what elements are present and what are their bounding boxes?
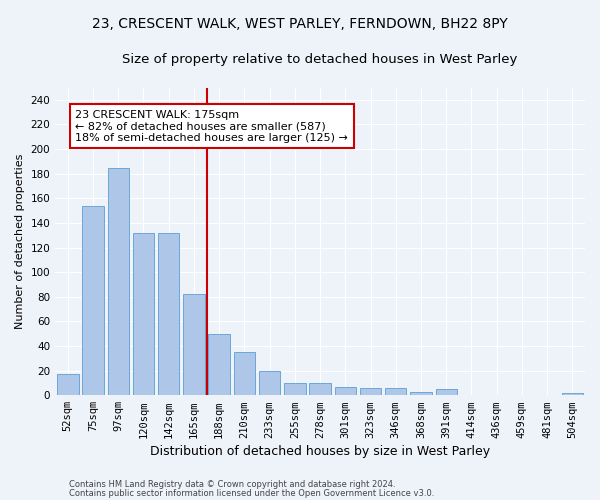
Text: Contains public sector information licensed under the Open Government Licence v3: Contains public sector information licen… (69, 488, 434, 498)
X-axis label: Distribution of detached houses by size in West Parley: Distribution of detached houses by size … (150, 444, 490, 458)
Bar (385, 388, 406, 395)
Bar (410, 392, 432, 395)
Bar (335, 386, 356, 395)
Text: Contains HM Land Registry data © Crown copyright and database right 2024.: Contains HM Land Registry data © Crown c… (69, 480, 395, 489)
Bar (360, 388, 381, 395)
Bar (233, 352, 255, 395)
Bar (208, 334, 230, 395)
Bar (133, 232, 154, 395)
Bar (436, 389, 457, 395)
Bar (259, 370, 280, 395)
Bar (158, 232, 179, 395)
Bar (284, 383, 305, 395)
Bar (562, 392, 583, 395)
Bar (183, 294, 205, 395)
Y-axis label: Number of detached properties: Number of detached properties (15, 154, 25, 329)
Text: 23 CRESCENT WALK: 175sqm
← 82% of detached houses are smaller (587)
18% of semi-: 23 CRESCENT WALK: 175sqm ← 82% of detach… (76, 110, 348, 143)
Bar (310, 383, 331, 395)
Bar (107, 168, 129, 395)
Title: Size of property relative to detached houses in West Parley: Size of property relative to detached ho… (122, 52, 518, 66)
Bar (82, 206, 104, 395)
Text: 23, CRESCENT WALK, WEST PARLEY, FERNDOWN, BH22 8PY: 23, CRESCENT WALK, WEST PARLEY, FERNDOWN… (92, 18, 508, 32)
Bar (57, 374, 79, 395)
